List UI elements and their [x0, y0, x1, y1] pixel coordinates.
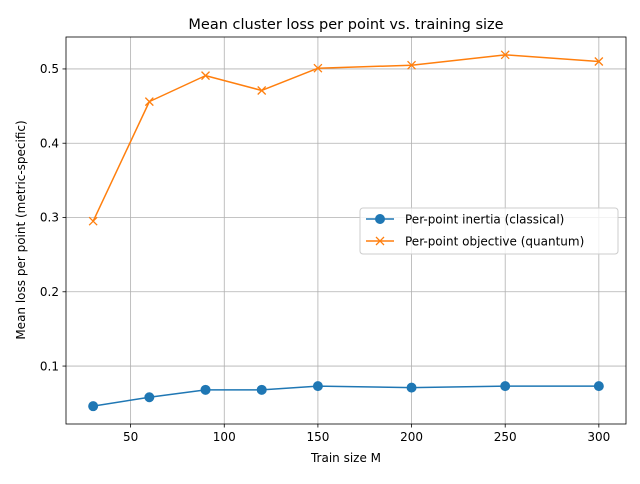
series-line [92, 385, 600, 407]
data-point [500, 50, 510, 60]
data-point [312, 381, 323, 392]
data-point [88, 401, 99, 412]
data-point [257, 86, 267, 95]
y-tick-label: 0.3 [40, 211, 59, 225]
y-tick-label: 0.1 [40, 359, 59, 373]
data-point [144, 97, 154, 107]
y-tick-label: 0.5 [40, 62, 59, 76]
data-point [407, 60, 417, 70]
x-tick-label: 100 [213, 430, 236, 444]
series-group [88, 50, 604, 412]
legend: Per-point inertia (classical) Per-point o… [359, 207, 619, 255]
y-tick-label: 0.4 [40, 136, 59, 150]
grid [66, 37, 626, 424]
x-tick-label: 300 [587, 430, 610, 444]
legend-items: Per-point inertia (classical) Per-point o… [366, 212, 584, 248]
data-point [144, 392, 155, 403]
legend-item: Per-point objective (quantum) [366, 234, 584, 248]
y-axis-label: Mean loss per point (metric-specific) [14, 120, 28, 339]
axes-frame [65, 36, 627, 425]
data-point [500, 381, 511, 392]
data-point [200, 384, 211, 395]
series-1 [88, 381, 604, 412]
data-point [88, 216, 98, 226]
data-point [201, 71, 210, 81]
y-tick-label: 0.2 [40, 285, 59, 299]
legend-label: Per-point objective (quantum) [405, 234, 584, 248]
x-tick-label: 250 [494, 430, 517, 444]
data-point [594, 57, 604, 66]
data-point [406, 382, 417, 393]
legend-marker [375, 236, 385, 246]
chart-title: Mean cluster loss per point vs. training… [188, 17, 503, 33]
x-tick-label: 200 [400, 430, 423, 444]
legend-item: Per-point inertia (classical) [366, 212, 564, 226]
legend-box [359, 207, 619, 255]
x-axis-ticks: 50 100 150 200 250 300 [123, 424, 610, 444]
x-tick-label: 150 [306, 430, 329, 444]
x-axis-label: Train size M [310, 451, 381, 465]
series-2 [88, 50, 604, 226]
data-point [593, 381, 604, 392]
data-point [313, 63, 323, 73]
legend-label: Per-point inertia (classical) [405, 212, 564, 226]
x-tick-label: 50 [123, 430, 138, 444]
series-line [92, 54, 600, 222]
y-axis-ticks: 0.1 0.2 0.3 0.4 0.5 [40, 62, 66, 373]
data-point [256, 384, 267, 395]
legend-marker [375, 214, 385, 224]
